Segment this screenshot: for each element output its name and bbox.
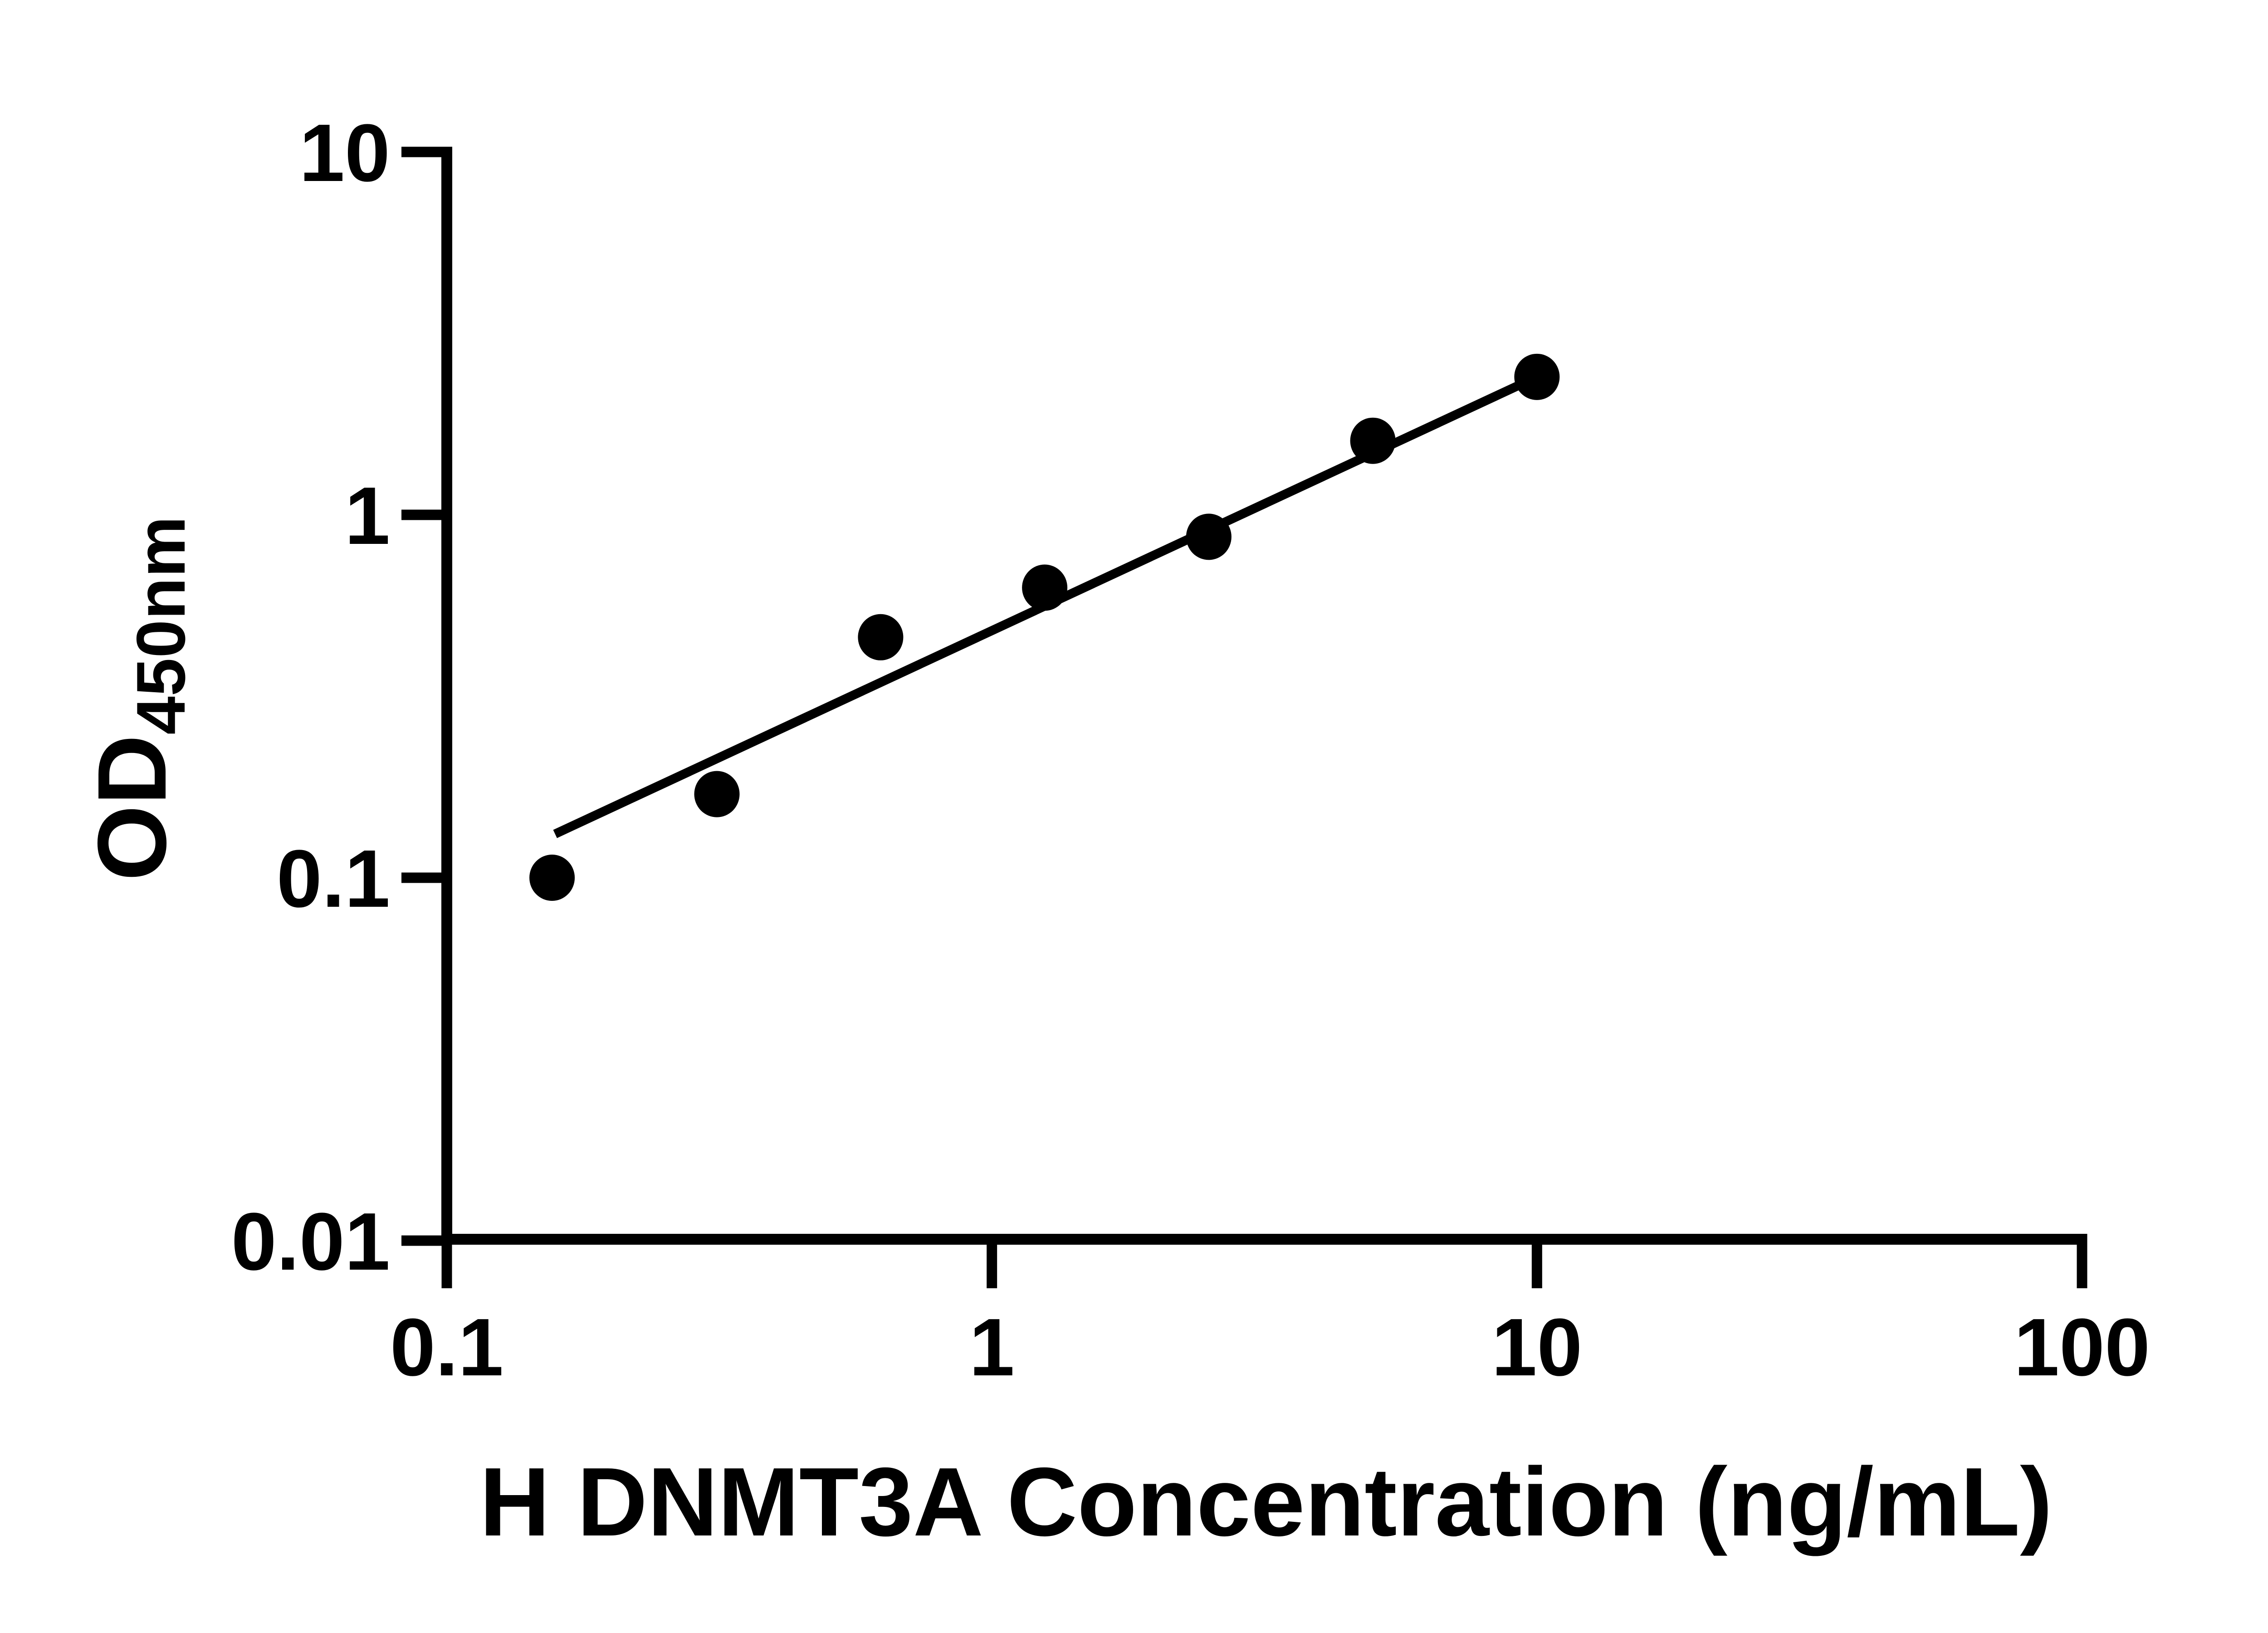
data-point [529, 855, 575, 901]
y-tick-label: 0.01 [231, 1196, 390, 1287]
data-point [1186, 513, 1232, 560]
data-point [1514, 353, 1560, 400]
data-point [1022, 564, 1068, 611]
x-axis-title: H DNMT3A Concentration (ng/mL) [479, 1447, 2053, 1556]
y-tick-label: 0.1 [277, 833, 390, 924]
x-tick-label: 0.1 [390, 1302, 503, 1393]
y-axis-title-base: OD [77, 735, 186, 881]
y-axis-title: OD450nm [77, 516, 200, 881]
x-tick-label: 1 [969, 1302, 1015, 1393]
x-tick-label: 100 [2014, 1302, 2150, 1393]
y-tick-label: 10 [299, 108, 390, 199]
data-point [1350, 417, 1396, 464]
y-axis-title-subscript: 450nm [122, 516, 200, 735]
data-points-layer [529, 353, 1560, 901]
data-point [858, 614, 904, 660]
x-tick-label: 10 [1491, 1302, 1582, 1393]
y-tick-label: 1 [345, 470, 390, 562]
data-point [694, 771, 740, 817]
